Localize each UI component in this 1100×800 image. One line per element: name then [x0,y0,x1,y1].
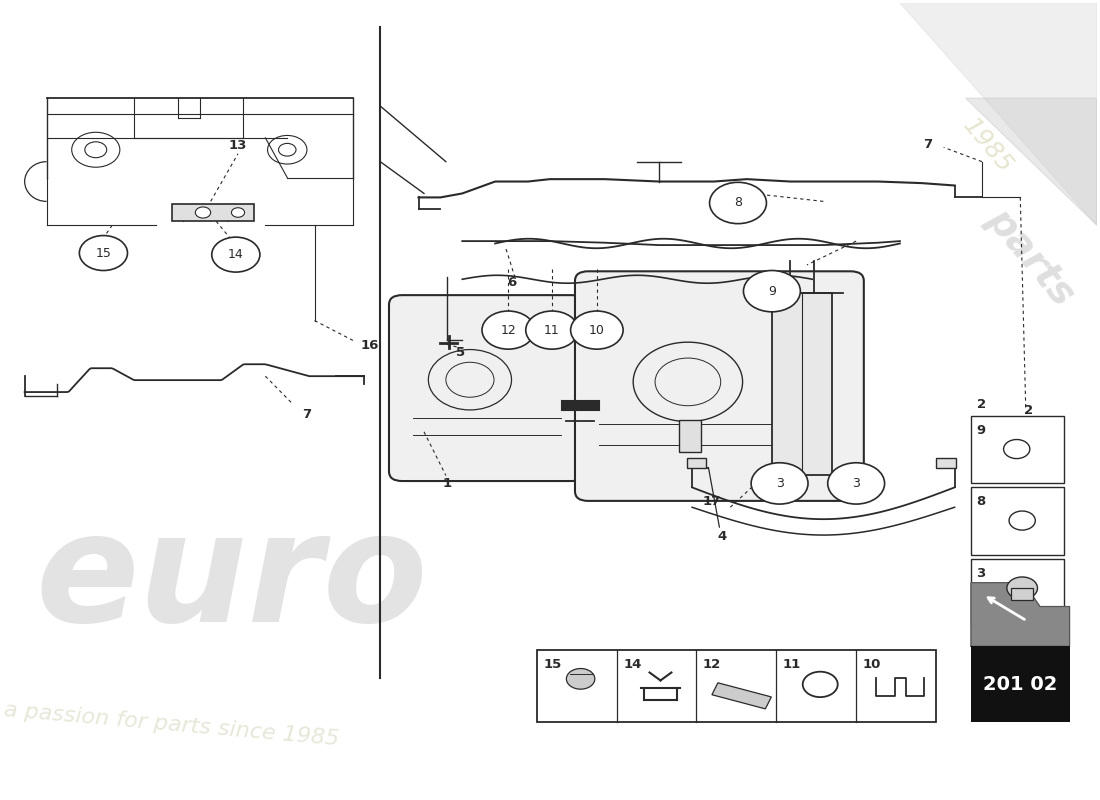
Text: 1: 1 [442,477,451,490]
Text: 1985: 1985 [958,114,1018,178]
Text: 8: 8 [977,495,986,508]
Text: 12: 12 [703,658,722,671]
Bar [686,458,706,467]
FancyBboxPatch shape [575,271,864,501]
Bar [173,204,254,222]
Text: 3: 3 [977,567,986,580]
Text: 7: 7 [302,408,311,421]
Text: 16: 16 [360,339,378,353]
Circle shape [571,311,623,349]
Text: 15: 15 [543,658,561,671]
Text: 8: 8 [734,197,742,210]
Text: 17: 17 [703,495,720,508]
Polygon shape [900,2,1097,226]
Text: 201 02: 201 02 [983,674,1057,694]
Text: 5: 5 [455,346,464,359]
Circle shape [744,270,801,312]
Circle shape [1006,577,1037,599]
Circle shape [79,235,128,270]
Text: 9: 9 [768,285,776,298]
Text: 3: 3 [852,477,860,490]
Text: 14: 14 [228,248,244,261]
Text: 4: 4 [717,530,726,543]
Text: a passion for parts since 1985: a passion for parts since 1985 [3,700,340,750]
Circle shape [231,208,244,218]
Text: 11: 11 [544,323,560,337]
Text: euro: euro [35,506,428,654]
Text: 2: 2 [1024,404,1034,417]
Text: 2: 2 [978,398,987,411]
Bar [712,682,771,709]
Circle shape [566,669,595,689]
Circle shape [526,311,579,349]
Text: 3: 3 [776,477,783,490]
Text: 10: 10 [588,323,605,337]
FancyBboxPatch shape [389,295,585,481]
Text: parts: parts [980,201,1082,314]
Circle shape [827,462,884,504]
Circle shape [196,207,211,218]
Bar [537,650,936,722]
Polygon shape [966,98,1097,226]
Bar [971,646,1069,722]
Text: 15: 15 [96,246,111,259]
Polygon shape [971,582,1069,646]
Bar [772,293,832,475]
Bar [679,420,701,452]
Circle shape [751,462,808,504]
Bar [1011,588,1033,600]
Text: 14: 14 [623,658,641,671]
Text: 6: 6 [507,276,516,289]
Text: 13: 13 [229,139,248,152]
Bar [971,559,1064,626]
Circle shape [482,311,535,349]
Bar [971,416,1064,483]
Text: 12: 12 [500,323,516,337]
Circle shape [211,237,260,272]
Text: 11: 11 [783,658,801,671]
Bar [971,487,1064,555]
Text: 9: 9 [977,424,986,437]
Circle shape [710,182,767,224]
Bar [936,458,956,467]
Text: 10: 10 [862,658,881,671]
Text: 7: 7 [923,138,932,150]
